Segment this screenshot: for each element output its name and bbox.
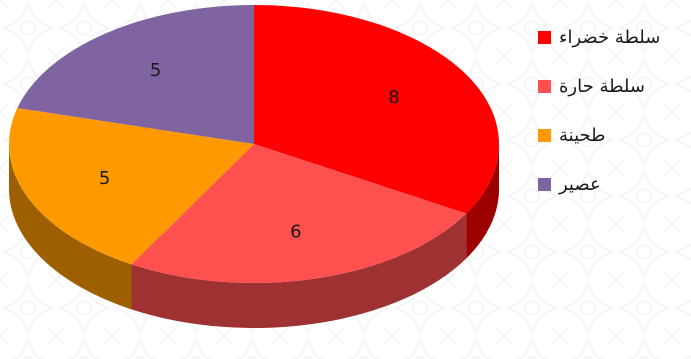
data-label-hot-salad: 6 [290, 222, 301, 243]
legend-label-green-salad: سلطة خضراء [559, 27, 661, 48]
legend-item-juice: عصير [532, 172, 682, 197]
pie-slice-juice [17, 5, 254, 144]
legend-item-tahini: طحينة [532, 123, 682, 148]
pie-slice-side-hot-salad [131, 213, 467, 328]
legend-label-hot-salad: سلطة حارة [559, 76, 645, 97]
data-label-juice: 5 [150, 60, 161, 81]
legend-label-juice: عصير [559, 174, 601, 195]
legend: سلطة خضراء سلطة حارة طحينة عصير [532, 25, 682, 221]
legend-item-green-salad: سلطة خضراء [532, 25, 682, 50]
pie-slice-side-green-salad [466, 144, 499, 259]
legend-swatch-tahini [538, 129, 551, 142]
pie-slice-hot-salad [131, 144, 467, 283]
legend-swatch-green-salad [538, 31, 551, 44]
pie-slice-side-tahini [9, 144, 132, 310]
legend-swatch-juice [538, 178, 551, 191]
data-label-tahini: 5 [99, 168, 110, 189]
legend-item-hot-salad: سلطة حارة [532, 74, 682, 99]
legend-swatch-hot-salad [538, 80, 551, 93]
legend-label-tahini: طحينة [559, 125, 606, 146]
data-label-green-salad: 8 [388, 87, 399, 108]
pie-slice-tahini [8, 108, 254, 265]
pie-slice-green-salad [254, 5, 499, 214]
